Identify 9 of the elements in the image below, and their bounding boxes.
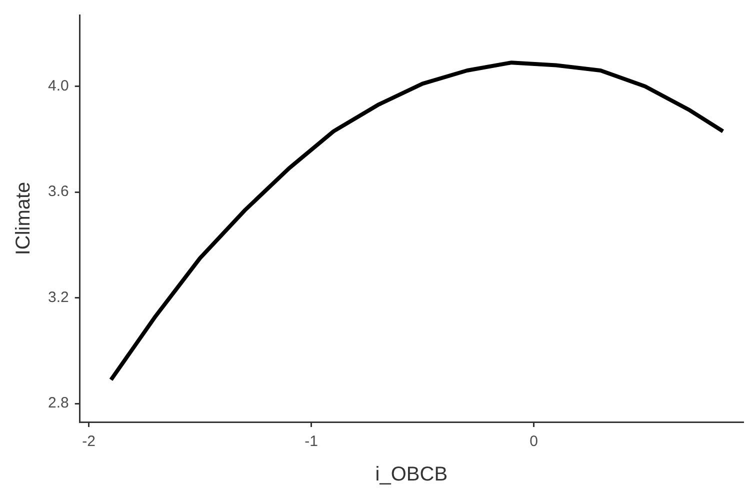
y-tick-label: 3.2	[48, 288, 69, 306]
y-tick-label: 3.6	[48, 183, 69, 200]
y-tick-label: 4.0	[48, 78, 69, 94]
x-tick-label: -2	[82, 433, 96, 450]
x-tick-label: 0	[530, 433, 538, 450]
x-axis-title: i_OBCB	[375, 464, 448, 486]
y-tick-label: 2.8	[48, 394, 69, 412]
y-axis-title: IClimate	[12, 182, 35, 256]
x-tick-label: -1	[304, 433, 318, 450]
